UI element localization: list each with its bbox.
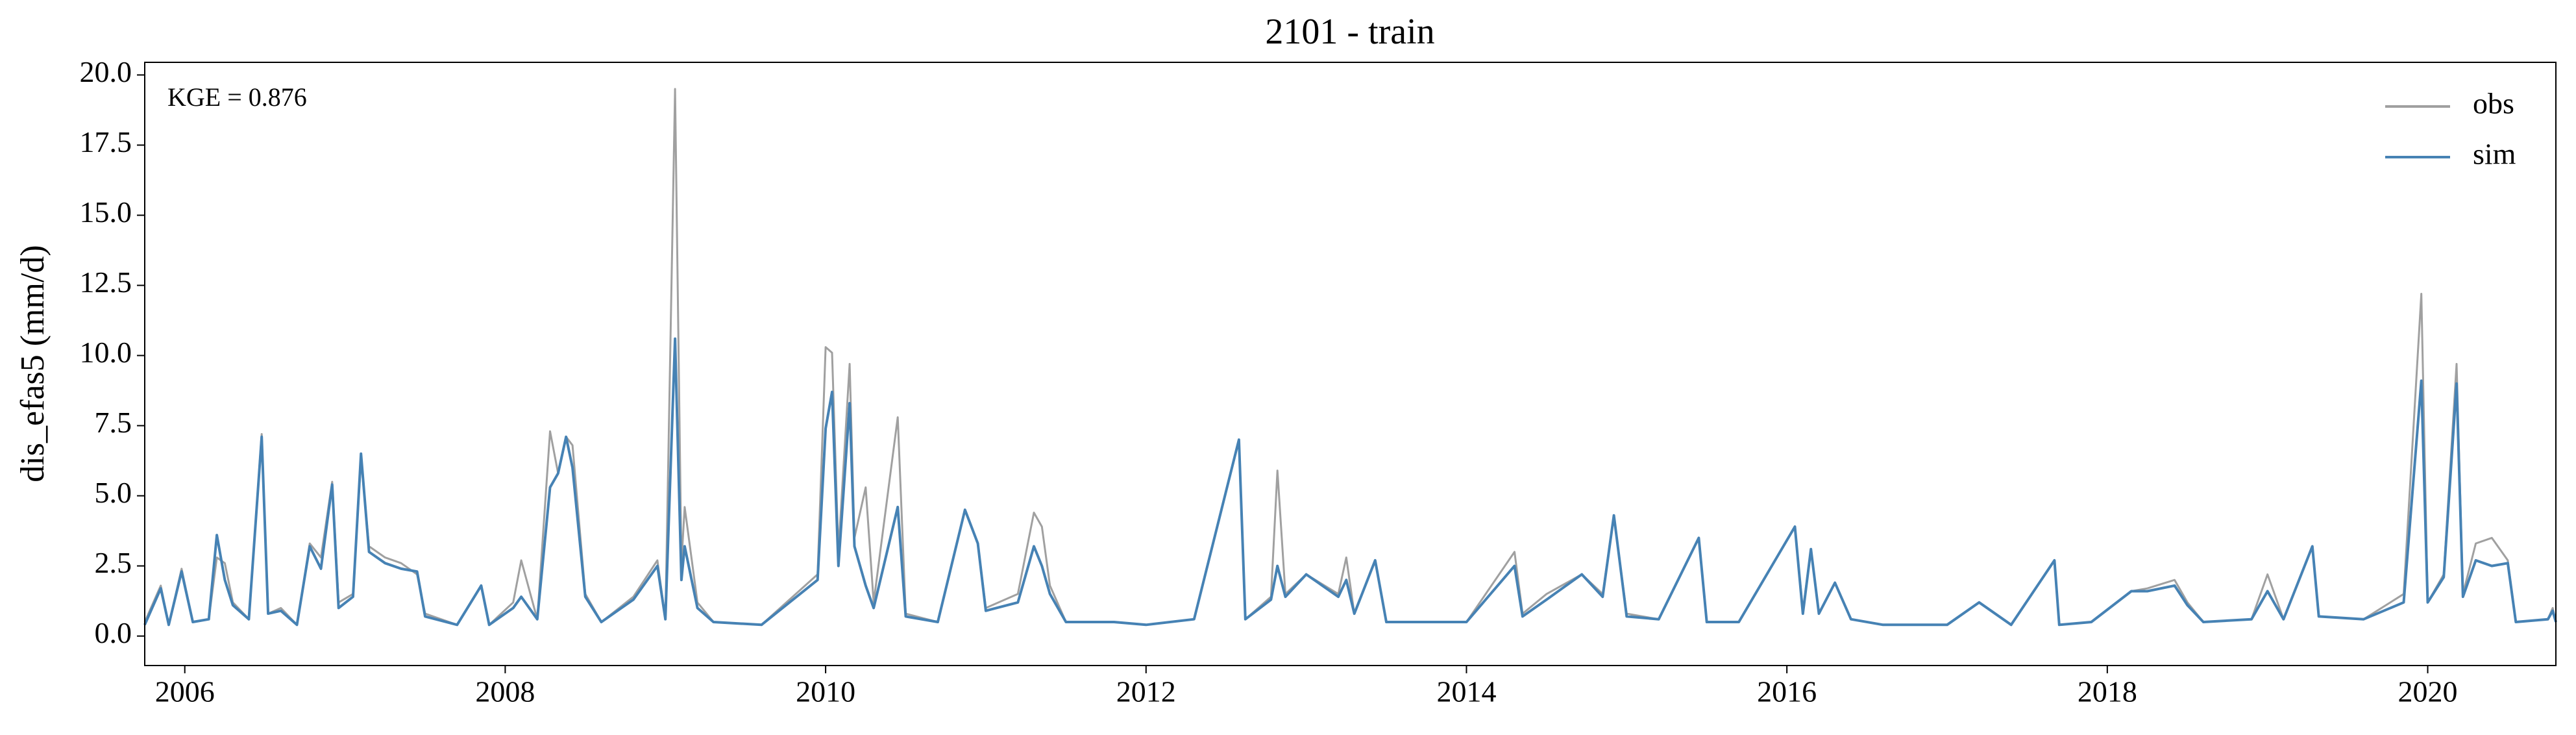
x-tick-label: 2014 bbox=[1436, 675, 1496, 708]
chart-title: 2101 - train bbox=[1265, 12, 1434, 52]
y-tick-label: 2.5 bbox=[95, 546, 132, 579]
x-tick-label: 2016 bbox=[1757, 675, 1817, 708]
annotation: KGE = 0.876 bbox=[167, 82, 307, 112]
y-axis-label: dis_efas5 (mm/d) bbox=[14, 245, 51, 482]
y-tick-label: 5.0 bbox=[95, 476, 132, 509]
y-tick-label: 7.5 bbox=[95, 406, 132, 439]
y-tick-label: 0.0 bbox=[95, 616, 132, 649]
y-tick-label: 20.0 bbox=[80, 55, 132, 88]
x-tick-label: 2008 bbox=[475, 675, 535, 708]
x-tick-label: 2018 bbox=[2078, 675, 2137, 708]
line-obs bbox=[143, 88, 2557, 626]
plot-frame bbox=[144, 62, 2557, 666]
y-tick-label: 17.5 bbox=[80, 125, 132, 158]
line-sim bbox=[143, 337, 2557, 627]
y-tick-label: 15.0 bbox=[80, 195, 132, 229]
legend-label: sim bbox=[2473, 138, 2516, 171]
x-tick-label: 2010 bbox=[796, 675, 855, 708]
x-tick-label: 2020 bbox=[2398, 675, 2458, 708]
x-tick-label: 2012 bbox=[1116, 675, 1176, 708]
y-tick-label: 10.0 bbox=[80, 336, 132, 369]
x-tick-label: 2006 bbox=[155, 675, 215, 708]
y-tick-label: 12.5 bbox=[80, 266, 132, 299]
legend-label: obs bbox=[2473, 87, 2514, 120]
